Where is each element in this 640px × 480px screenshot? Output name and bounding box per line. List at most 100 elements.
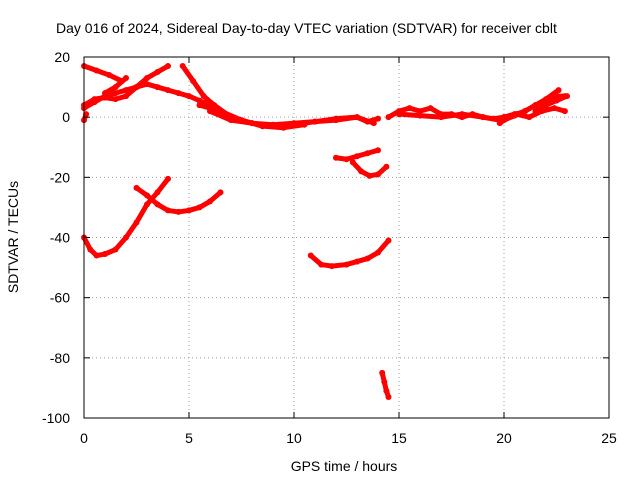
- data-point: [123, 93, 129, 100]
- data-point: [133, 84, 140, 91]
- data-point: [123, 75, 129, 82]
- data-point: [144, 192, 150, 199]
- data-point: [522, 108, 528, 115]
- data-point: [383, 387, 390, 394]
- grid-lines: [84, 57, 609, 418]
- series-track-l: [501, 105, 568, 121]
- data-point: [133, 184, 140, 191]
- data-point: [333, 154, 339, 161]
- data-point: [328, 263, 335, 270]
- data-point: [307, 252, 314, 259]
- y-tick-label: 20: [54, 49, 70, 65]
- data-point: [186, 207, 192, 214]
- series-track-g: [207, 108, 377, 128]
- data-point: [154, 201, 161, 208]
- data-point: [165, 87, 171, 94]
- data-points: [81, 63, 570, 400]
- data-point: [93, 67, 100, 74]
- data-point: [532, 102, 539, 109]
- data-point: [249, 120, 255, 127]
- series-line: [379, 370, 391, 400]
- data-point: [179, 63, 186, 70]
- data-point: [370, 120, 377, 127]
- data-point: [551, 105, 558, 112]
- data-point: [196, 97, 203, 104]
- data-point: [217, 189, 224, 196]
- data-point: [480, 114, 486, 121]
- data-point: [133, 219, 140, 226]
- data-point: [102, 94, 108, 101]
- data-point: [343, 156, 350, 163]
- data-point: [381, 378, 388, 385]
- data-point: [165, 63, 171, 70]
- data-point: [379, 369, 386, 376]
- x-axis-ticks: 0 5 10 15 20 25: [80, 57, 617, 446]
- series-track-i: [396, 111, 503, 124]
- data-point: [175, 90, 182, 97]
- data-point: [83, 111, 90, 118]
- data-point: [106, 72, 113, 79]
- series-track-m: [532, 93, 570, 115]
- data-point: [207, 198, 213, 205]
- x-tick-label: 0: [80, 430, 88, 446]
- series-track-r: [307, 237, 392, 270]
- data-point: [364, 255, 371, 262]
- data-point: [207, 108, 213, 115]
- x-tick-label: 25: [601, 430, 617, 446]
- data-point: [112, 246, 119, 253]
- data-point: [396, 111, 402, 118]
- data-point: [87, 246, 94, 253]
- data-point: [553, 97, 560, 104]
- data-point: [383, 163, 390, 170]
- data-point: [417, 112, 423, 119]
- x-tick-label: 10: [286, 430, 302, 446]
- data-point: [200, 93, 207, 100]
- data-point: [366, 172, 373, 179]
- data-point: [375, 249, 381, 256]
- data-point: [438, 114, 444, 121]
- y-tick-label: -60: [50, 290, 70, 306]
- data-point: [385, 114, 392, 121]
- data-point: [375, 147, 381, 154]
- data-point: [459, 111, 465, 118]
- data-point: [196, 204, 203, 211]
- data-point: [144, 201, 150, 208]
- y-tick-label: 0: [62, 109, 70, 125]
- data-point: [318, 261, 325, 268]
- series-track-n: [333, 147, 381, 163]
- data-point: [358, 168, 365, 175]
- data-point: [93, 252, 100, 259]
- data-point: [375, 171, 381, 178]
- data-point: [165, 207, 171, 214]
- data-point: [112, 84, 119, 91]
- data-point: [564, 93, 570, 100]
- data-point: [165, 175, 171, 182]
- data-point: [349, 159, 356, 166]
- y-tick-label: -20: [50, 169, 70, 185]
- data-point: [123, 234, 129, 241]
- data-point: [427, 105, 434, 112]
- x-tick-label: 5: [185, 430, 193, 446]
- data-point: [343, 261, 350, 268]
- data-point: [112, 90, 119, 97]
- data-point: [112, 96, 119, 103]
- data-point: [501, 114, 507, 121]
- plot-frame: [83, 56, 610, 419]
- series-track-s: [379, 369, 392, 400]
- series-track-q: [133, 184, 224, 215]
- x-tick-label: 15: [391, 430, 407, 446]
- y-tick-label: -100: [42, 410, 70, 426]
- data-point: [354, 258, 360, 265]
- series-track-p: [81, 175, 171, 259]
- data-point: [154, 84, 161, 91]
- series-track-o: [349, 159, 390, 179]
- data-point: [385, 237, 392, 244]
- x-tick-label: 20: [496, 430, 512, 446]
- data-point: [91, 96, 98, 103]
- data-point: [406, 105, 413, 112]
- data-point: [102, 251, 108, 258]
- x-axis-label: GPS time / hours: [291, 458, 398, 474]
- data-point: [513, 111, 520, 118]
- data-point: [526, 114, 533, 121]
